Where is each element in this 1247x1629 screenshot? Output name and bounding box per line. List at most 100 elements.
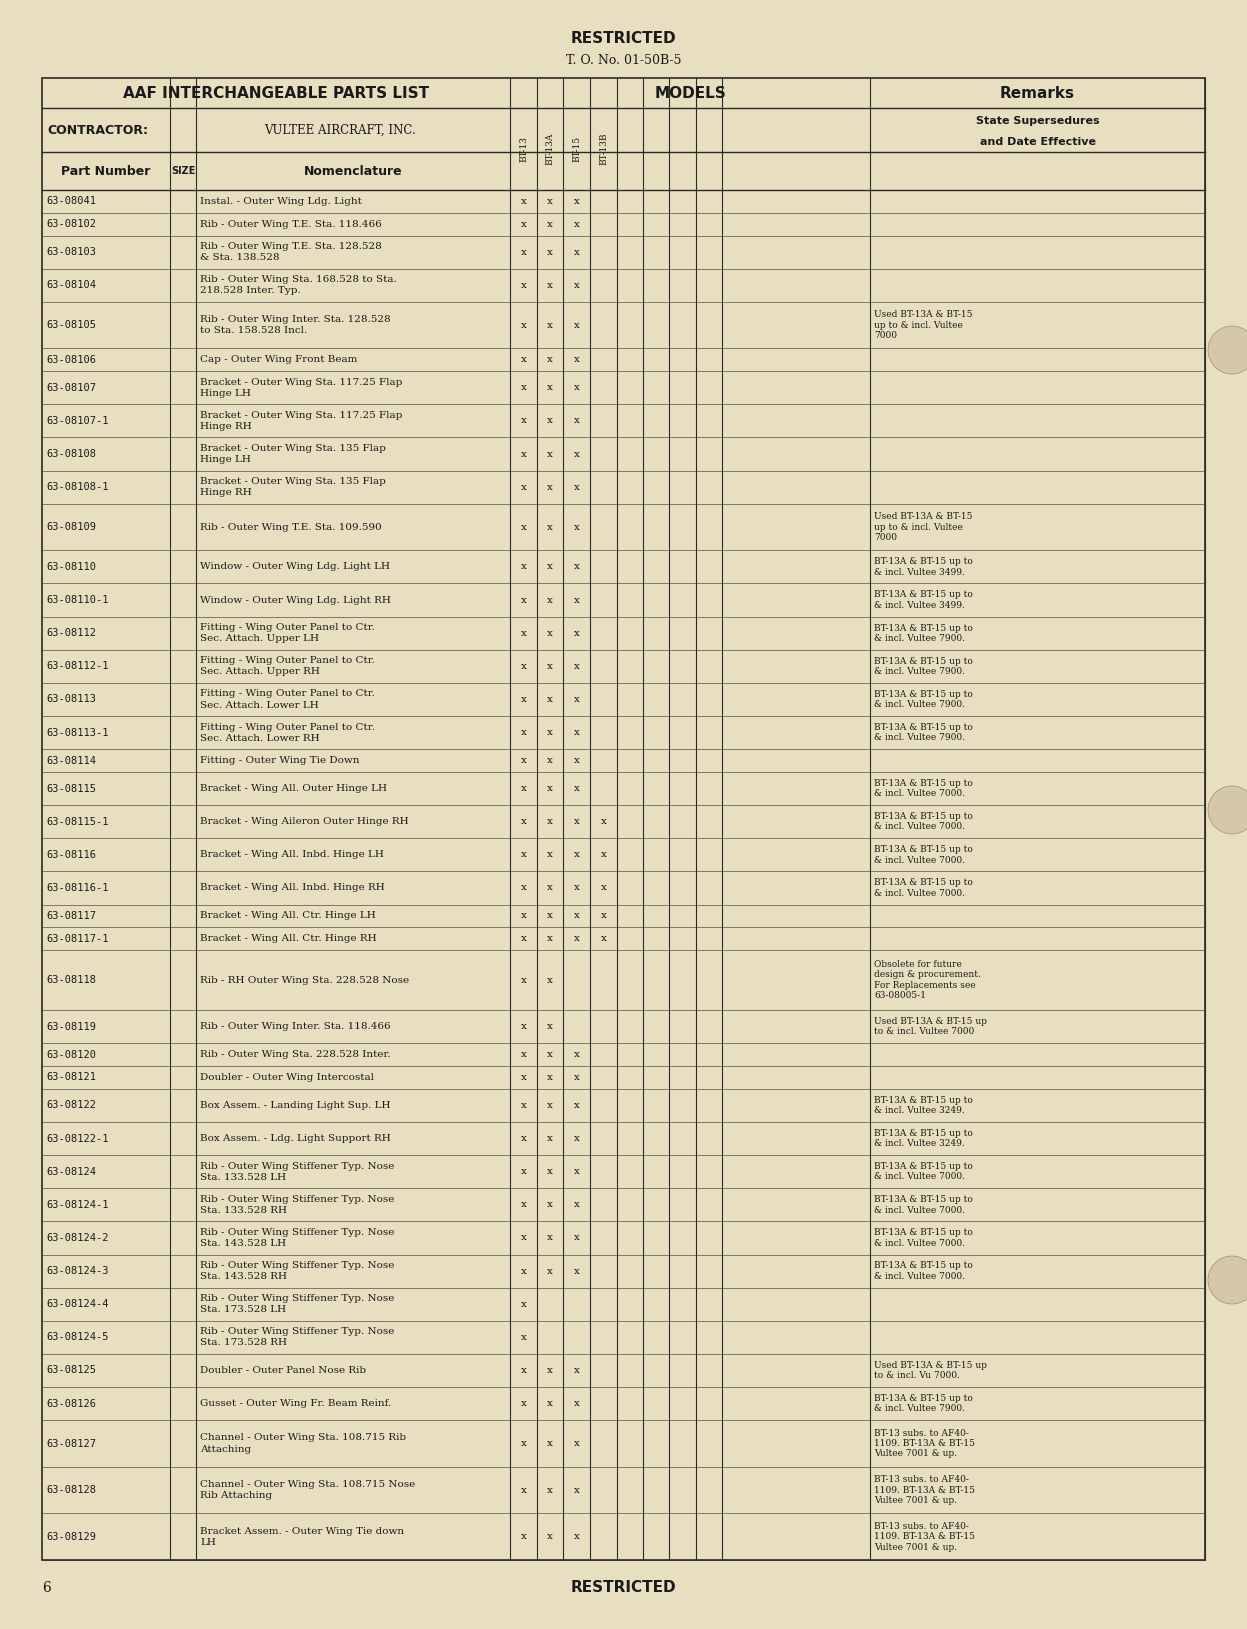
Text: x: x	[520, 355, 526, 365]
Text: BT-13A & BT-15 up to
& incl. Vultee 7900.: BT-13A & BT-15 up to & incl. Vultee 7900…	[874, 656, 973, 676]
Text: x: x	[574, 1486, 580, 1494]
Text: x: x	[547, 450, 552, 458]
Text: Rib - Outer Wing Stiffener Typ. Nose
Sta. 143.528 RH: Rib - Outer Wing Stiffener Typ. Nose Sta…	[200, 1261, 394, 1280]
Text: 63-08124-4: 63-08124-4	[46, 1300, 108, 1310]
Text: Bracket - Wing All. Ctr. Hinge LH: Bracket - Wing All. Ctr. Hinge LH	[200, 911, 375, 920]
Text: Rib - Outer Wing Stiffener Typ. Nose
Sta. 133.528 LH: Rib - Outer Wing Stiffener Typ. Nose Sta…	[200, 1161, 394, 1181]
Text: Fitting - Outer Wing Tie Down: Fitting - Outer Wing Tie Down	[200, 756, 359, 766]
Text: 63-08116: 63-08116	[46, 850, 96, 860]
Text: Box Assem. - Landing Light Sup. LH: Box Assem. - Landing Light Sup. LH	[200, 1101, 390, 1109]
Text: x: x	[547, 1438, 552, 1448]
Text: x: x	[520, 756, 526, 766]
Text: RESTRICTED: RESTRICTED	[571, 31, 676, 46]
Text: x: x	[547, 784, 552, 793]
Text: BT-13A & BT-15 up to
& incl. Vultee 7000.: BT-13A & BT-15 up to & incl. Vultee 7000…	[874, 779, 973, 798]
Text: x: x	[547, 417, 552, 425]
Text: x: x	[520, 383, 526, 393]
Text: BT-13: BT-13	[519, 137, 527, 161]
Text: 63-08112: 63-08112	[46, 629, 96, 639]
Text: x: x	[547, 818, 552, 826]
Text: 63-08129: 63-08129	[46, 1531, 96, 1541]
Text: x: x	[520, 696, 526, 704]
Text: x: x	[520, 450, 526, 458]
Text: x: x	[520, 1074, 526, 1082]
Text: x: x	[574, 1438, 580, 1448]
Text: Fitting - Wing Outer Panel to Ctr.
Sec. Attach. Upper RH: Fitting - Wing Outer Panel to Ctr. Sec. …	[200, 656, 375, 676]
Text: x: x	[547, 629, 552, 637]
Text: 63-08106: 63-08106	[46, 355, 96, 365]
Text: 63-08122-1: 63-08122-1	[46, 1134, 108, 1144]
Text: x: x	[547, 383, 552, 393]
Text: 63-08108: 63-08108	[46, 450, 96, 459]
Text: Rib - Outer Wing Inter. Sta. 118.466: Rib - Outer Wing Inter. Sta. 118.466	[200, 1023, 390, 1031]
Text: x: x	[520, 1233, 526, 1243]
Text: Box Assem. - Ldg. Light Support RH: Box Assem. - Ldg. Light Support RH	[200, 1134, 390, 1144]
Text: Window - Outer Wing Ldg. Light RH: Window - Outer Wing Ldg. Light RH	[200, 596, 390, 604]
Text: x: x	[601, 933, 606, 943]
Text: Window - Outer Wing Ldg. Light LH: Window - Outer Wing Ldg. Light LH	[200, 562, 390, 572]
Text: BT-13A & BT-15 up to
& incl. Vultee 3249.: BT-13A & BT-15 up to & incl. Vultee 3249…	[874, 1129, 973, 1148]
Text: 63-08107: 63-08107	[46, 383, 96, 393]
Text: x: x	[574, 523, 580, 531]
Text: x: x	[574, 1134, 580, 1144]
Text: x: x	[520, 1051, 526, 1059]
Text: x: x	[574, 883, 580, 893]
Text: x: x	[574, 784, 580, 793]
Text: x: x	[574, 818, 580, 826]
Text: T. O. No. 01-50B-5: T. O. No. 01-50B-5	[566, 54, 681, 67]
Text: x: x	[574, 696, 580, 704]
Text: x: x	[574, 321, 580, 329]
Text: Bracket - Wing All. Ctr. Hinge RH: Bracket - Wing All. Ctr. Hinge RH	[200, 933, 377, 943]
Text: 63-08118: 63-08118	[46, 976, 96, 986]
Text: Rib - Outer Wing T.E. Sta. 118.466: Rib - Outer Wing T.E. Sta. 118.466	[200, 220, 382, 228]
Text: x: x	[520, 1438, 526, 1448]
Text: x: x	[547, 1233, 552, 1243]
Text: CONTRACTOR:: CONTRACTOR:	[47, 124, 148, 137]
Text: x: x	[574, 933, 580, 943]
Text: x: x	[547, 756, 552, 766]
Text: Rib - Outer Wing Stiffener Typ. Nose
Sta. 173.528 RH: Rib - Outer Wing Stiffener Typ. Nose Sta…	[200, 1328, 394, 1347]
Text: x: x	[547, 1486, 552, 1494]
Text: State Supersedures: State Supersedures	[975, 116, 1100, 125]
Text: Rib - Outer Wing Stiffener Typ. Nose
Sta. 133.528 RH: Rib - Outer Wing Stiffener Typ. Nose Sta…	[200, 1194, 394, 1215]
Text: 63-08127: 63-08127	[46, 1438, 96, 1448]
Text: x: x	[520, 818, 526, 826]
Text: Bracket - Outer Wing Sta. 117.25 Flap
Hinge LH: Bracket - Outer Wing Sta. 117.25 Flap Hi…	[200, 378, 403, 397]
Text: x: x	[574, 197, 580, 205]
Text: Used BT-13A & BT-15 up
to & incl. Vu 7000.: Used BT-13A & BT-15 up to & incl. Vu 700…	[874, 1360, 986, 1380]
Text: 63-08126: 63-08126	[46, 1399, 96, 1409]
Text: 63-08122: 63-08122	[46, 1101, 96, 1111]
Text: x: x	[547, 1101, 552, 1109]
Text: Instal. - Outer Wing Ldg. Light: Instal. - Outer Wing Ldg. Light	[200, 197, 362, 205]
Text: Rib - Outer Wing Sta. 228.528 Inter.: Rib - Outer Wing Sta. 228.528 Inter.	[200, 1051, 390, 1059]
Text: 63-08120: 63-08120	[46, 1049, 96, 1059]
Text: x: x	[520, 321, 526, 329]
Text: 63-08110: 63-08110	[46, 562, 96, 572]
Text: x: x	[574, 450, 580, 458]
Text: Fitting - Wing Outer Panel to Ctr.
Sec. Attach. Lower RH: Fitting - Wing Outer Panel to Ctr. Sec. …	[200, 723, 375, 743]
Text: x: x	[520, 523, 526, 531]
Text: 63-08121: 63-08121	[46, 1072, 96, 1082]
Text: Nomenclature: Nomenclature	[304, 165, 403, 178]
Text: x: x	[574, 728, 580, 736]
Text: x: x	[547, 933, 552, 943]
Text: x: x	[520, 976, 526, 984]
Text: x: x	[547, 1023, 552, 1031]
Text: x: x	[520, 1201, 526, 1209]
Text: x: x	[547, 523, 552, 531]
Text: x: x	[520, 728, 526, 736]
Text: Gusset - Outer Wing Fr. Beam Reinf.: Gusset - Outer Wing Fr. Beam Reinf.	[200, 1399, 392, 1407]
Text: x: x	[574, 756, 580, 766]
Text: x: x	[520, 1533, 526, 1541]
Text: x: x	[520, 417, 526, 425]
Text: x: x	[520, 1166, 526, 1176]
Text: Rib - Outer Wing T.E. Sta. 109.590: Rib - Outer Wing T.E. Sta. 109.590	[200, 523, 382, 531]
Text: x: x	[547, 248, 552, 257]
Text: x: x	[547, 482, 552, 492]
Text: x: x	[601, 883, 606, 893]
Text: x: x	[574, 280, 580, 290]
Text: x: x	[547, 1051, 552, 1059]
Text: 63-08124-1: 63-08124-1	[46, 1201, 108, 1210]
Text: x: x	[547, 596, 552, 604]
Text: x: x	[520, 1367, 526, 1375]
